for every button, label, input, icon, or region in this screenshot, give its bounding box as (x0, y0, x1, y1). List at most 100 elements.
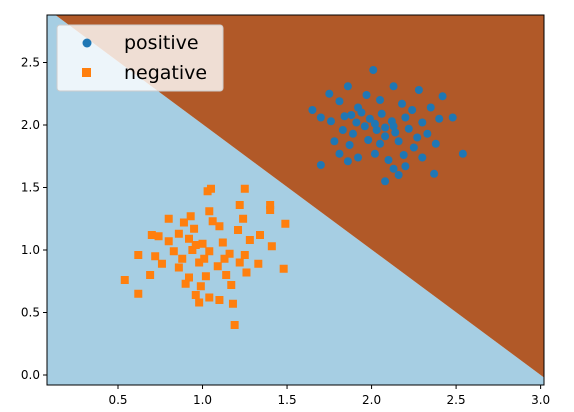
positive-point-2 (389, 82, 398, 91)
x-tick-label: 3.0 (531, 393, 550, 407)
negative-point-42 (201, 272, 210, 281)
negative-point-47 (196, 282, 205, 291)
negative-point-20 (164, 237, 173, 246)
negative-point-36 (213, 262, 222, 271)
positive-point-17 (340, 112, 349, 121)
positive-point-11 (398, 99, 406, 108)
negative-point-49 (134, 289, 143, 298)
positive-point-15 (316, 113, 325, 122)
negative-point-41 (185, 273, 193, 282)
positive-point-12 (408, 106, 417, 114)
positive-point-22 (401, 113, 410, 122)
negative-point-51 (205, 293, 214, 302)
negative-point-38 (254, 259, 263, 268)
positive-point-47 (458, 149, 467, 158)
positive-point-9 (362, 91, 371, 99)
negative-point-40 (146, 271, 155, 279)
positive-point-18 (352, 118, 361, 127)
negative-point-54 (195, 298, 204, 307)
positive-point-46 (418, 153, 427, 162)
negative-point-55 (230, 321, 239, 329)
legend-negative-label: negative (124, 62, 207, 84)
negative-point-8 (164, 214, 173, 223)
negative-point-43 (222, 271, 231, 279)
legend-negative-marker (82, 68, 91, 77)
positive-point-30 (391, 128, 400, 137)
negative-point-44 (242, 268, 251, 277)
negative-point-58 (220, 254, 229, 263)
negative-point-28 (169, 247, 178, 256)
negative-point-45 (120, 276, 129, 284)
positive-point-39 (409, 143, 418, 152)
positive-point-43 (370, 149, 379, 158)
legend-box (56, 24, 224, 92)
y-tick-label: 2.5 (21, 56, 40, 70)
positive-point-44 (384, 156, 393, 164)
positive-point-40 (431, 139, 440, 148)
positive-point-13 (426, 103, 435, 112)
positive-point-36 (364, 136, 373, 144)
positive-point-52 (430, 169, 439, 178)
legend: positive negative (56, 24, 224, 92)
region-negative (47, 15, 544, 385)
positive-point-58 (381, 132, 390, 141)
positive-point-6 (308, 106, 317, 114)
positive-point-50 (389, 164, 398, 173)
negative-point-35 (195, 258, 204, 267)
positive-point-26 (348, 129, 357, 138)
negative-point-5 (235, 201, 244, 209)
positive-point-57 (357, 108, 366, 117)
negative-point-24 (245, 236, 254, 244)
x-tick-label: 1.0 (193, 393, 212, 407)
positive-point-42 (354, 153, 363, 162)
positive-point-19 (365, 114, 374, 123)
negative-point-33 (157, 259, 166, 268)
negative-point-23 (218, 238, 227, 247)
positive-point-4 (325, 89, 334, 98)
negative-point-6 (205, 207, 214, 216)
y-tick-label: 0.0 (21, 368, 40, 382)
negative-point-13 (147, 231, 156, 239)
negative-point-32 (240, 251, 249, 259)
negative-point-17 (215, 222, 224, 231)
positive-point-54 (394, 171, 403, 179)
positive-point-1 (343, 82, 352, 91)
negative-point-12 (281, 219, 290, 228)
negative-point-4 (266, 206, 275, 214)
negative-point-3 (266, 201, 275, 209)
x-tick-label: 1.5 (278, 393, 297, 407)
negative-point-10 (208, 217, 217, 226)
negative-point-7 (186, 212, 195, 221)
negative-point-2 (240, 184, 249, 193)
positive-point-35 (345, 141, 354, 149)
positive-point-24 (435, 114, 444, 123)
negative-point-22 (198, 239, 207, 248)
region-positive (55, 15, 544, 378)
positive-point-29 (381, 123, 390, 132)
x-tick-label: 2.0 (362, 393, 381, 407)
negative-point-37 (235, 258, 244, 267)
x-tick-label: 0.5 (108, 393, 127, 407)
negative-point-53 (228, 299, 237, 308)
negative-point-16 (190, 224, 199, 233)
negative-point-26 (134, 251, 143, 259)
positive-point-53 (381, 177, 390, 186)
positive-point-10 (376, 96, 385, 104)
negative-point-18 (256, 231, 264, 239)
points-layer (120, 66, 467, 329)
negative-point-52 (215, 296, 224, 304)
negative-point-59 (178, 254, 187, 263)
y-tick-label: 1.5 (21, 181, 40, 195)
positive-point-3 (414, 86, 423, 94)
plot-area (47, 15, 544, 385)
positive-point-34 (330, 137, 339, 146)
y-tick-label: 0.5 (21, 306, 40, 320)
negative-point-1 (206, 184, 215, 193)
negative-point-50 (191, 291, 200, 299)
positive-point-49 (343, 157, 352, 166)
negative-point-29 (188, 246, 197, 254)
positive-point-55 (389, 122, 398, 131)
positive-point-0 (369, 66, 378, 74)
positive-point-16 (327, 117, 335, 126)
